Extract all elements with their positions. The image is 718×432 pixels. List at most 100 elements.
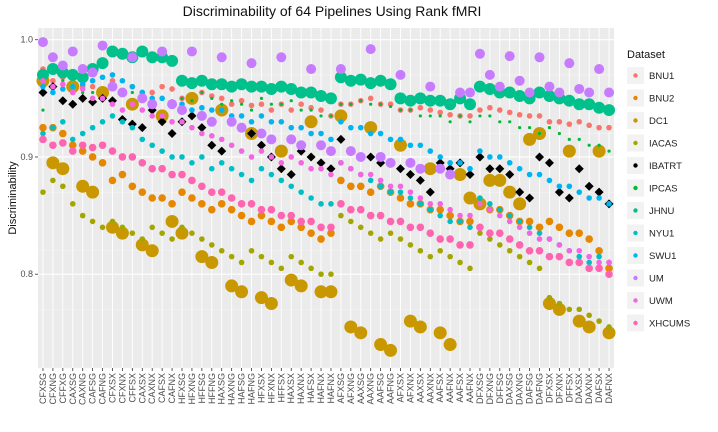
x-tick-label: HAXNX (296, 373, 306, 404)
data-point (447, 206, 453, 213)
data-point (405, 157, 416, 168)
data-point (354, 326, 368, 340)
data-point (586, 312, 592, 319)
legend-label: IBATRT (649, 161, 682, 172)
data-point (356, 182, 365, 191)
data-point (288, 107, 295, 113)
x-tick-label: AFXSG (336, 373, 346, 404)
data-point (374, 74, 387, 87)
data-point (68, 141, 77, 150)
data-point (396, 194, 405, 202)
data-point (278, 177, 285, 184)
data-point (328, 271, 334, 278)
data-point (298, 259, 304, 266)
data-point (467, 113, 473, 119)
data-point (606, 324, 612, 330)
data-point (339, 102, 343, 106)
data-point (296, 140, 307, 151)
data-point (60, 81, 66, 88)
data-point (210, 96, 214, 100)
data-point (567, 137, 571, 141)
data-point (495, 229, 504, 237)
data-point (230, 99, 234, 103)
data-point (117, 87, 128, 98)
data-point (50, 83, 56, 90)
data-point (169, 236, 175, 242)
y-axis-title: Discriminability (7, 161, 19, 235)
data-point (397, 183, 404, 190)
data-point (187, 111, 197, 121)
data-point (314, 285, 328, 299)
data-point (443, 338, 457, 352)
x-tick-label: DAFSX (594, 373, 604, 403)
data-point (367, 177, 374, 184)
data-point (157, 117, 167, 127)
data-point (586, 259, 592, 266)
data-point (536, 236, 543, 242)
data-point (515, 241, 524, 249)
data-point (215, 78, 228, 91)
data-point (407, 142, 414, 149)
data-point (238, 171, 245, 178)
data-point (456, 241, 464, 249)
data-point (69, 136, 76, 143)
data-point (287, 211, 296, 220)
legend-swatch (633, 253, 638, 258)
data-point (596, 253, 602, 260)
data-point (115, 226, 129, 240)
data-point (218, 107, 225, 113)
data-point (88, 143, 97, 152)
data-point (146, 51, 159, 64)
data-point (594, 187, 604, 197)
data-point (318, 107, 324, 113)
data-point (208, 107, 215, 113)
data-point (308, 165, 314, 172)
data-point (318, 271, 324, 278)
data-point (308, 195, 314, 201)
data-point (387, 230, 394, 236)
data-point (496, 206, 503, 213)
data-point (586, 195, 592, 201)
data-point (276, 164, 286, 174)
data-point (576, 189, 583, 195)
legend-swatch (633, 163, 638, 168)
data-point (387, 136, 394, 143)
data-point (288, 183, 295, 190)
data-point (306, 152, 316, 162)
data-point (318, 201, 324, 207)
x-tick-label: DFXNX (554, 373, 564, 404)
data-point (565, 229, 574, 237)
data-point (448, 120, 452, 124)
data-point (418, 114, 422, 118)
data-point (185, 91, 199, 105)
legend-item: XHCUMS (627, 314, 690, 332)
data-point (186, 46, 197, 57)
data-point (60, 183, 66, 190)
data-point (226, 116, 237, 127)
data-point (573, 98, 586, 111)
data-point (266, 134, 277, 145)
data-point (433, 326, 447, 340)
data-point (546, 294, 553, 301)
data-point (238, 113, 245, 119)
legend-swatch (633, 275, 638, 281)
data-point (344, 74, 357, 87)
data-point (427, 148, 434, 154)
data-point (555, 252, 564, 261)
data-point (98, 141, 107, 150)
data-point (486, 229, 494, 237)
data-point (348, 124, 354, 131)
data-point (56, 162, 70, 176)
data-point (148, 164, 157, 173)
x-tick-label: CAXNX (147, 373, 157, 404)
x-tick-label: HAFNX (316, 373, 326, 404)
data-point (228, 101, 235, 108)
x-tick-label: HFFNG (207, 373, 217, 404)
data-point (424, 94, 437, 107)
data-point (99, 224, 106, 231)
data-point (324, 92, 337, 105)
data-point (269, 102, 273, 106)
data-point (38, 87, 48, 97)
data-point (79, 212, 86, 219)
data-point (69, 89, 76, 96)
